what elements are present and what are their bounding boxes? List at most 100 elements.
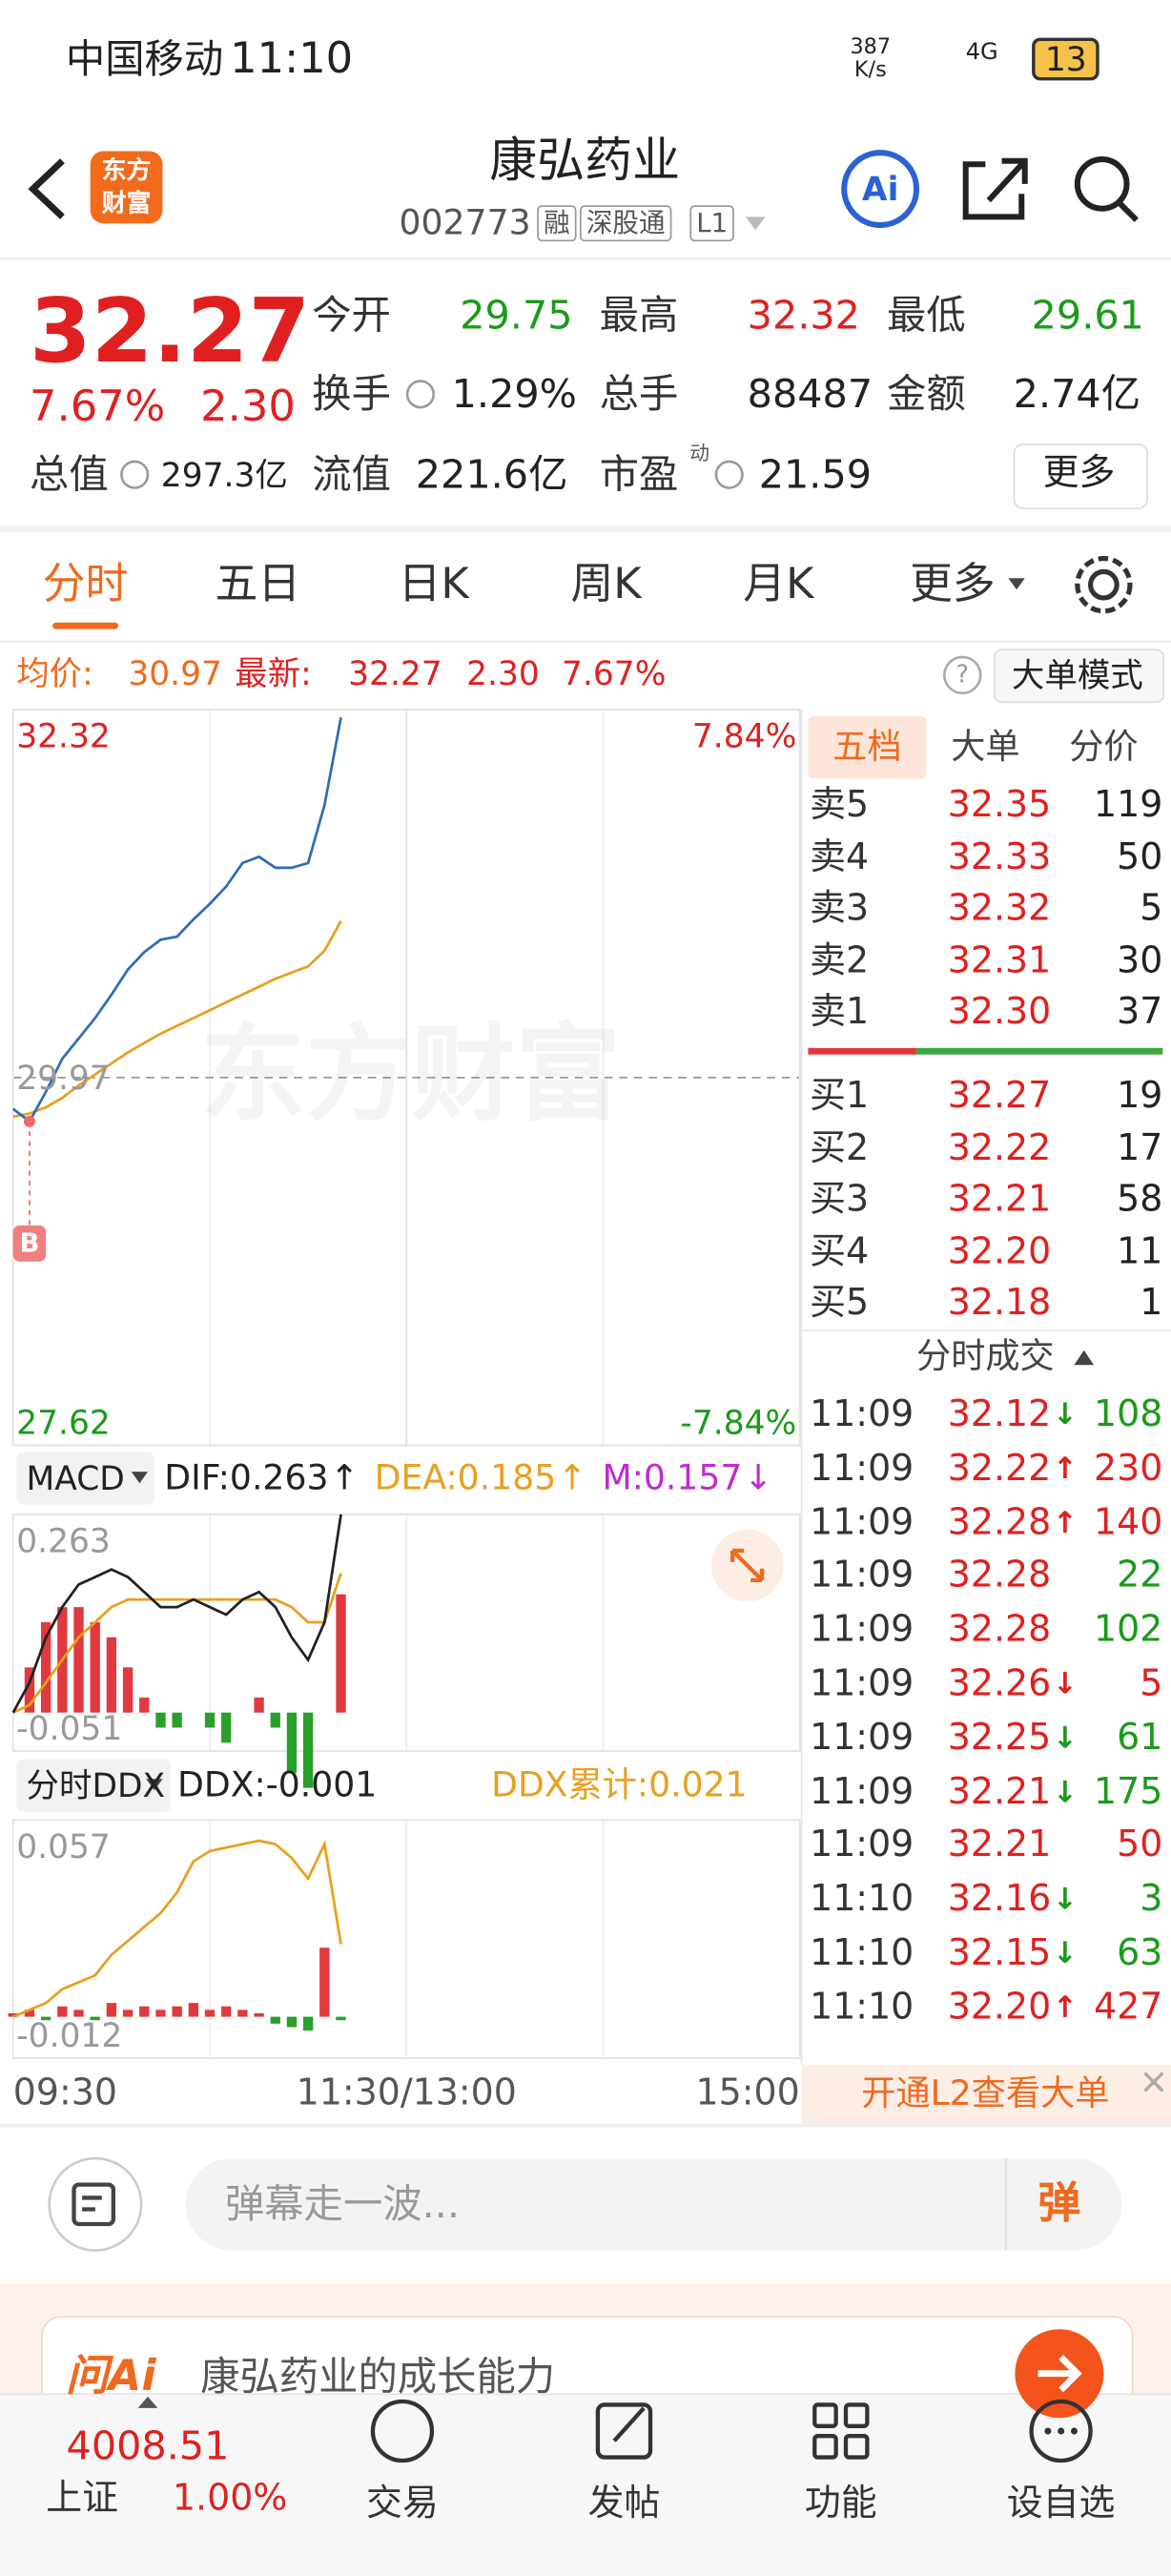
stock-tag: 深股通 — [579, 205, 672, 242]
series-line — [12, 920, 342, 1119]
logo-box[interactable] — [90, 151, 163, 224]
trade-price: 32.15 — [947, 1933, 1052, 1975]
chart-tab[interactable]: 周K — [570, 560, 642, 609]
more-button[interactable] — [1013, 443, 1148, 509]
info-icon[interactable] — [714, 460, 744, 489]
trade-price: 32.26 — [947, 1663, 1052, 1705]
nav-item[interactable]: 功能 — [804, 2483, 877, 2525]
ai-prompt[interactable]: 康弘药业的成长能力 — [200, 2354, 556, 2401]
help-icon[interactable] — [943, 655, 982, 695]
indicator-bar — [336, 1594, 346, 1713]
collapse-icon[interactable] — [1074, 1350, 1095, 1366]
comment-placeholder[interactable]: 弹幕走一波... — [224, 2181, 461, 2228]
tabs-divider — [0, 640, 1171, 643]
trade-price: 32.22 — [947, 1448, 1052, 1490]
book-volume: 19 — [1117, 1076, 1163, 1118]
trade-direction: ↓ — [1052, 1883, 1078, 1918]
macd-selector[interactable] — [16, 1452, 154, 1505]
stat-label: 换手 — [312, 371, 391, 418]
trade-price: 32.12 — [947, 1394, 1052, 1436]
y-tick-label: -7.84% — [680, 1402, 797, 1443]
logo-text[interactable]: 东方 — [101, 155, 152, 185]
trade-volume: 5 — [1140, 1663, 1163, 1705]
trade-price: 32.28 — [947, 1610, 1052, 1652]
stat-label: 最低 — [887, 292, 966, 339]
book-volume: 119 — [1094, 785, 1163, 827]
ai-brand: 问Ai — [65, 2352, 156, 2402]
chart-tab[interactable]: 月K — [743, 560, 814, 609]
series-line — [11, 1514, 342, 1714]
indicator-bar — [122, 1667, 134, 1713]
nav-item[interactable]: 设自选 — [1006, 2483, 1116, 2525]
comment-icon[interactable] — [48, 2156, 143, 2252]
book-price: 32.33 — [947, 836, 1052, 878]
chart-tab[interactable]: 五日 — [215, 560, 301, 609]
trade-direction: ↓ — [1052, 1721, 1078, 1756]
ai-label[interactable]: Ai — [861, 169, 899, 209]
l2-banner-label[interactable]: 开通L2查看大单 — [861, 2073, 1110, 2113]
ddx-selector[interactable] — [16, 1759, 172, 1812]
info-icon[interactable] — [405, 380, 435, 409]
trade-price: 32.21 — [947, 1825, 1052, 1867]
search-icon[interactable] — [1074, 156, 1139, 222]
logo-text[interactable]: 财富 — [101, 188, 152, 218]
help-label[interactable]: ? — [955, 659, 970, 690]
dropdown-icon[interactable] — [131, 1472, 149, 1484]
back-icon[interactable] — [28, 158, 65, 219]
book-price: 32.30 — [947, 992, 1052, 1034]
book-tab[interactable]: 大单 — [951, 727, 1020, 767]
index-change: 1.00% — [172, 2478, 288, 2521]
close-icon[interactable] — [1143, 2071, 1164, 2092]
share-icon[interactable] — [962, 157, 1028, 220]
indicator-bar — [221, 2006, 232, 2017]
marker-badge — [12, 1225, 47, 1262]
trade-volume: 22 — [1117, 1556, 1163, 1597]
more-button-label[interactable]: 更多 — [1042, 453, 1116, 495]
dropdown-icon[interactable] — [1008, 578, 1025, 590]
chart-tab[interactable]: 日K — [398, 560, 469, 609]
trade-volume: 140 — [1094, 1502, 1163, 1544]
indicator-selector[interactable]: 分时DDX — [26, 1765, 166, 1805]
comment-input[interactable] — [185, 2158, 1122, 2251]
nav-item[interactable]: 发帖 — [587, 2483, 661, 2525]
stat-value: 88487 — [747, 371, 873, 418]
mode-button-label[interactable]: 大单模式 — [1011, 655, 1143, 695]
book-tab[interactable]: 分价 — [1069, 727, 1139, 767]
change-amount: 2.30 — [200, 382, 296, 432]
book-volume: 30 — [1117, 940, 1163, 982]
clock: 11:10 — [230, 34, 354, 84]
y-tick-label: 0.263 — [16, 1520, 111, 1561]
y-tick-label: 7.84% — [691, 715, 797, 756]
book-tab-active[interactable] — [808, 715, 927, 779]
info-icon[interactable] — [120, 460, 150, 489]
trade-price: 32.21 — [947, 1771, 1052, 1813]
chart-tab[interactable]: 更多 — [910, 560, 996, 609]
indicator-bar — [319, 1947, 330, 2017]
trade-time: 11:09 — [810, 1663, 914, 1705]
mode-button[interactable] — [993, 649, 1165, 704]
chart-tab[interactable]: 分时 — [42, 560, 129, 609]
dropdown-icon[interactable] — [146, 1779, 163, 1791]
nav-icons[interactable] — [370, 2399, 1093, 2463]
indicator-arrow: ↑ — [330, 1457, 360, 1497]
nav-item[interactable]: 交易 — [366, 2483, 439, 2525]
dropdown-icon[interactable] — [745, 216, 766, 231]
settings-icon[interactable] — [1075, 555, 1133, 614]
indicator-selector[interactable]: MACD — [26, 1458, 125, 1498]
indicator-bar — [40, 1621, 51, 1713]
stock-name: 康弘药业 — [489, 132, 681, 189]
indicator-bar — [90, 1621, 100, 1713]
trade-time: 11:10 — [810, 1879, 914, 1921]
send-icon[interactable] — [1015, 2329, 1104, 2419]
danmaku-button[interactable]: 弹 — [1037, 2179, 1081, 2230]
series-line — [12, 1573, 342, 1714]
book-tab[interactable]: 五档 — [832, 727, 902, 767]
expand-icon[interactable] — [710, 1529, 784, 1602]
ai-icon[interactable] — [841, 150, 920, 228]
indicator-bar — [24, 2009, 35, 2017]
stat-label: 市盈 — [599, 451, 679, 498]
l2-banner[interactable] — [801, 2064, 1171, 2126]
book-volume: 50 — [1117, 836, 1163, 878]
trade-price: 32.16 — [947, 1879, 1052, 1921]
